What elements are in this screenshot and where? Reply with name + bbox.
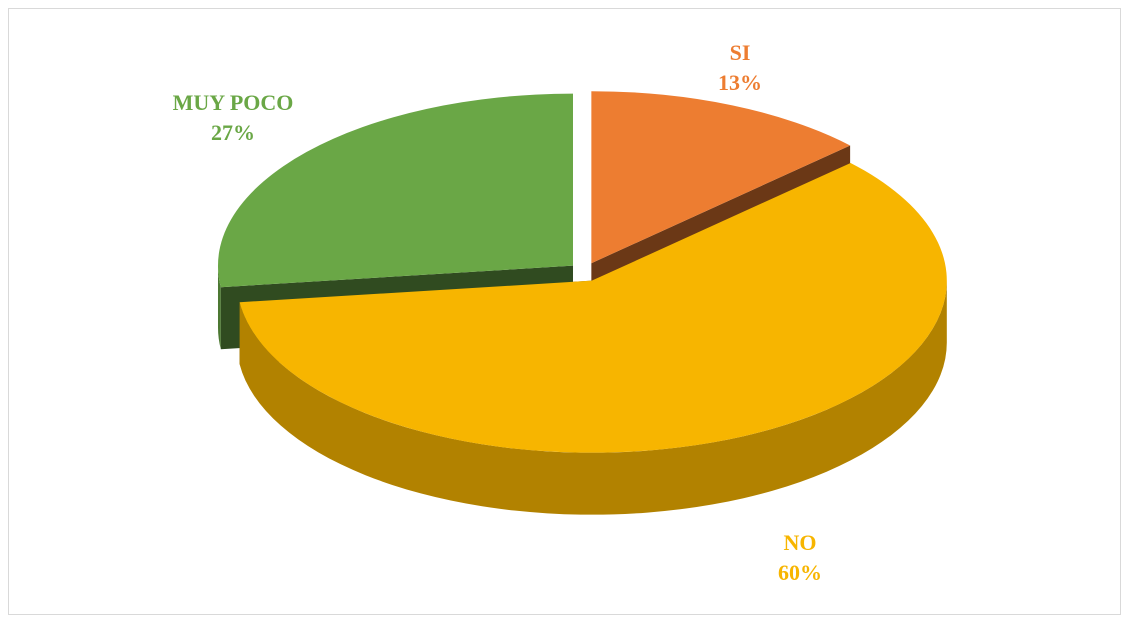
slice bbox=[591, 91, 851, 264]
slice-value-label: 60% bbox=[778, 560, 822, 585]
slice-label: SI bbox=[730, 40, 751, 65]
slice-label: NO bbox=[784, 530, 817, 555]
slice bbox=[239, 162, 947, 453]
slice-value-label: 27% bbox=[211, 120, 255, 145]
slice-label: MUY POCO bbox=[173, 90, 294, 115]
slice-side bbox=[217, 265, 221, 350]
slice bbox=[217, 93, 573, 288]
slice-value-label: 13% bbox=[718, 70, 762, 95]
slice-side bbox=[239, 280, 947, 515]
